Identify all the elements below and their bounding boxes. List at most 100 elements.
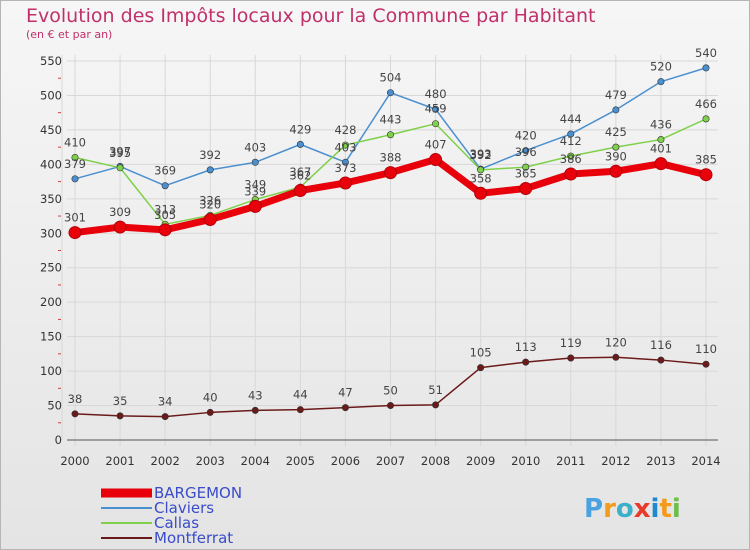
- data-label-montferrat: 35: [113, 394, 128, 408]
- data-point-montferrat: [71, 410, 79, 418]
- data-label-bargemon: 309: [109, 205, 131, 219]
- y-tick-label: 100: [40, 364, 62, 378]
- data-label-callas: 395: [109, 146, 131, 160]
- data-label-callas: 313: [154, 202, 176, 216]
- data-point-claviers: [206, 166, 214, 174]
- y-tick-label: 250: [40, 261, 62, 275]
- x-tick-label: 2013: [646, 454, 675, 468]
- data-label-bargemon: 301: [64, 211, 86, 225]
- data-label-callas: 410: [64, 135, 86, 149]
- data-point-montferrat: [612, 353, 620, 361]
- x-tick-label: 2009: [466, 454, 495, 468]
- data-point-bargemon: [699, 168, 713, 182]
- data-label-bargemon: 373: [334, 161, 356, 175]
- logo-letter: i: [651, 494, 660, 524]
- x-tick-label: 2010: [511, 454, 540, 468]
- data-point-callas: [657, 136, 665, 144]
- data-point-bargemon: [248, 199, 262, 213]
- data-label-callas: 412: [560, 134, 582, 148]
- data-point-montferrat: [567, 354, 575, 362]
- x-tick-label: 2002: [151, 454, 180, 468]
- data-point-callas: [477, 166, 485, 174]
- x-tick-label: 2005: [286, 454, 315, 468]
- data-label-claviers: 429: [289, 122, 311, 136]
- data-point-callas: [522, 163, 530, 171]
- series-lines: [68, 64, 713, 421]
- y-tick-label: 0: [55, 433, 62, 447]
- data-point-callas: [71, 153, 79, 161]
- data-label-montferrat: 119: [560, 336, 582, 350]
- data-point-bargemon: [564, 167, 578, 181]
- data-labels: 301 309 305 320 339 362 373 388 407 358 365 386 390 4…: [64, 46, 717, 409]
- data-label-montferrat: 38: [68, 392, 83, 406]
- data-point-montferrat: [206, 408, 214, 416]
- y-tick-label: 300: [40, 226, 62, 240]
- data-label-claviers: 403: [244, 140, 266, 154]
- data-point-claviers: [386, 89, 394, 97]
- data-point-claviers: [522, 147, 530, 155]
- data-point-montferrat: [657, 356, 665, 364]
- data-point-bargemon: [429, 153, 443, 167]
- x-tick-label: 2007: [376, 454, 405, 468]
- data-point-bargemon: [384, 166, 397, 180]
- data-label-bargemon: 390: [605, 149, 627, 163]
- data-point-claviers: [432, 105, 440, 113]
- data-label-claviers: 480: [425, 87, 447, 101]
- data-point-montferrat: [522, 358, 530, 366]
- legend-label-claviers: Claviers: [154, 499, 214, 517]
- legend-label-bargemon: BARGEMON: [154, 484, 242, 502]
- data-point-montferrat: [116, 412, 124, 420]
- data-label-montferrat: 113: [515, 340, 537, 354]
- data-label-bargemon: 388: [380, 151, 402, 165]
- x-tick-label: 2008: [421, 454, 450, 468]
- data-point-claviers: [71, 175, 79, 183]
- y-tick-label: 150: [40, 330, 62, 344]
- data-label-callas: 392: [470, 148, 492, 162]
- data-point-montferrat: [296, 406, 304, 414]
- data-point-bargemon: [654, 157, 668, 171]
- data-label-montferrat: 40: [203, 390, 218, 404]
- data-point-montferrat: [432, 401, 440, 409]
- data-point-montferrat: [386, 402, 394, 410]
- data-label-montferrat: 47: [338, 386, 353, 400]
- data-point-claviers: [702, 64, 710, 72]
- x-tick-label: 2003: [196, 454, 225, 468]
- chart-subtitle: (en € et par an): [26, 28, 112, 41]
- x-tick-label: 2000: [60, 454, 89, 468]
- data-point-montferrat: [341, 404, 349, 412]
- data-label-claviers: 379: [64, 157, 86, 171]
- data-label-claviers: 392: [199, 148, 221, 162]
- data-point-callas: [116, 164, 124, 172]
- y-tick-label: 400: [40, 157, 62, 171]
- data-point-bargemon: [519, 181, 533, 195]
- data-label-callas: 443: [380, 113, 402, 127]
- data-label-claviers: 520: [650, 60, 672, 74]
- data-label-callas: 425: [605, 125, 627, 139]
- data-label-callas: 466: [695, 97, 717, 111]
- data-label-claviers: 540: [695, 46, 717, 60]
- data-point-bargemon: [474, 186, 488, 200]
- data-point-bargemon: [68, 226, 82, 240]
- x-tick-label: 2011: [556, 454, 585, 468]
- logo-letter: t: [659, 494, 671, 524]
- data-point-callas: [386, 131, 394, 139]
- x-tick-label: 2004: [241, 454, 270, 468]
- data-point-claviers: [341, 158, 349, 166]
- data-label-claviers: 420: [515, 129, 537, 143]
- x-tick-label: 2001: [105, 454, 134, 468]
- logo-letter: r: [603, 494, 616, 524]
- logo-letter: i: [672, 494, 681, 524]
- data-point-claviers: [657, 78, 665, 86]
- data-point-callas: [567, 152, 575, 160]
- logo-letter: x: [634, 494, 651, 524]
- data-point-bargemon: [609, 164, 623, 178]
- data-label-claviers: 393: [470, 147, 492, 161]
- data-label-callas: 428: [334, 123, 356, 137]
- data-point-bargemon: [338, 176, 352, 190]
- x-tick-label: 2006: [331, 454, 360, 468]
- data-label-montferrat: 120: [605, 335, 627, 349]
- data-point-montferrat: [477, 364, 485, 372]
